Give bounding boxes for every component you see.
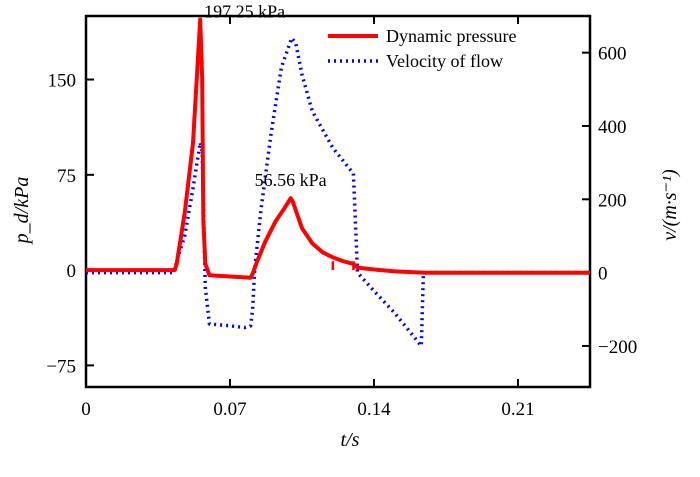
- legend-label-velocity-of-flow: Velocity of flow: [386, 51, 503, 71]
- y-right-tick-label: 400: [598, 117, 627, 138]
- plot-frame: [84, 14, 592, 389]
- y-left-tick-label: −75: [46, 356, 76, 377]
- annotation-layer: 197.25 kPa 56.56 kPa: [204, 1, 327, 190]
- annotation-label: 56.56 kPa: [255, 170, 327, 190]
- y-right-axis-ticks: −200 0 200 400 600: [582, 44, 637, 358]
- y-right-tick-label: 200: [598, 190, 627, 211]
- x-tick-label: 0.14: [357, 399, 391, 420]
- series-line-dynamic-pressure: [86, 17, 590, 280]
- series-layer: [86, 17, 590, 348]
- y-left-axis-label: p_d/kPa: [11, 177, 33, 246]
- y-right-tick-label: 600: [598, 44, 627, 65]
- legend: Dynamic pressure Velocity of flow: [328, 26, 516, 71]
- y-left-tick-label: 75: [57, 166, 76, 187]
- x-axis-label: t/s: [341, 429, 360, 451]
- y-right-tick-label: 0: [598, 264, 608, 285]
- x-tick-label: 0: [81, 399, 91, 420]
- y-left-tick-label: 150: [48, 71, 77, 92]
- x-tick-label: 0.21: [501, 399, 534, 420]
- y-right-tick-label: −200: [598, 337, 637, 358]
- y-right-axis-label: v/(m·s⁻¹): [659, 169, 681, 241]
- x-tick-label: 0.07: [213, 399, 246, 420]
- series-line-velocity-of-flow: [86, 36, 590, 348]
- legend-label-dynamic-pressure: Dynamic pressure: [386, 26, 516, 46]
- annotation-label: 197.25 kPa: [204, 1, 285, 21]
- x-axis-ticks: 0 0.07 0.14 0.21: [81, 16, 535, 420]
- y-left-tick-label: 0: [67, 261, 77, 282]
